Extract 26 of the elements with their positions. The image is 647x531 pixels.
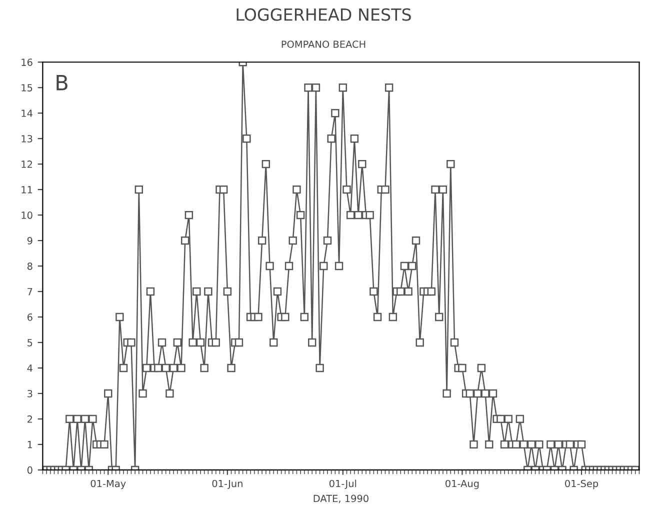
y-tick-label: 0 [27,466,32,474]
y-tick-label: 2 [28,415,32,423]
x-tick-label: 01-Jul [329,480,356,489]
y-tick-label: 4 [27,364,32,372]
y-tick-label: 5 [28,339,32,346]
y-tick-label: 10 [22,212,32,219]
y-tick-label: 7 [28,288,32,296]
y-tick-label: 13 [22,135,32,142]
y-tick-label: 12 [22,160,32,168]
y-tick-label: 9 [27,237,32,244]
y-tick-label: 8 [27,262,32,270]
x-axis-title: DATE, 1990 [314,494,368,504]
y-tick-label: 3 [28,390,32,398]
y-tick-label: 6 [27,313,32,321]
x-tick-label: 01-Aug [446,480,479,490]
chart-title: LOGGERHEAD NESTS [236,8,411,21]
x-tick-label: 01-May [90,480,126,490]
chart-subtitle: POMPANO BEACH [282,40,366,48]
y-tick-label: 16 [22,58,32,66]
annotation: B [56,75,68,90]
x-tick-label: 01-Jun [212,480,242,489]
y-tick-label: 15 [22,84,32,92]
y-tick-label: 14 [22,110,32,117]
y-tick-label: 1 [28,441,32,448]
x-tick-label: 01-Sep [565,480,598,490]
y-tick-label: 11 [22,186,32,194]
